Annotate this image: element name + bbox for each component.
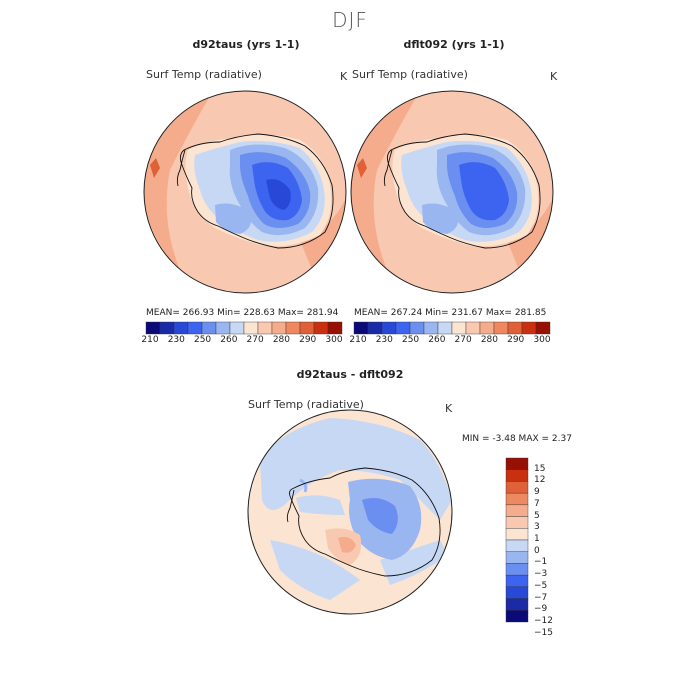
colorbar-swatch (505, 504, 529, 517)
colorbar-panel-1 (145, 321, 343, 335)
colorbar-tick-label: 280 (272, 335, 291, 345)
panel-1-title: d92taus (yrs 1-1) (192, 38, 300, 51)
map-panel-1 (144, 91, 346, 293)
colorbar-swatch (423, 321, 439, 335)
colorbar-tick-label: 230 (375, 335, 393, 345)
diff-panel-field: Surf Temp (radiative) (248, 398, 364, 411)
colorbar-swatch (505, 551, 529, 564)
colorbar-swatch (437, 321, 453, 335)
colorbar-tick-label: 300 (325, 335, 343, 345)
colorbar-swatch (187, 321, 203, 335)
colorbar-swatch (505, 539, 529, 552)
colorbar-tick-label: 12 (534, 475, 546, 486)
colorbar-tick-label: 9 (534, 487, 540, 498)
map-diff (248, 410, 452, 614)
diff-panel-stats: MIN = -3.48 MAX = 2.37 (462, 434, 572, 444)
colorbar-swatch (505, 469, 529, 482)
colorbar-swatch (451, 321, 467, 335)
panel-1-field: Surf Temp (radiative) (146, 68, 262, 81)
colorbar-swatch (505, 610, 529, 623)
colorbar-swatch (409, 321, 425, 335)
colorbar-tick-label: −3 (534, 569, 548, 580)
colorbar-tick-label: 230 (167, 335, 185, 345)
colorbar-swatch (505, 586, 529, 599)
colorbar-swatch (505, 574, 529, 588)
colorbar-swatch (395, 321, 411, 335)
map-panel-1-border (143, 90, 347, 294)
colorbar-swatch (505, 492, 529, 506)
colorbar-swatch (299, 321, 315, 335)
diff-panel-title: d92taus - dflt092 (296, 368, 404, 381)
colorbar-tick-label: −12 (534, 616, 553, 626)
colorbar-tick-label: 0 (534, 545, 540, 556)
colorbar-swatch (229, 321, 245, 335)
colorbar-swatch (507, 321, 523, 335)
colorbar-swatch (173, 321, 189, 335)
colorbar-swatch (367, 321, 383, 335)
colorbar-tick-label: 260 (428, 335, 446, 345)
colorbar-swatch (521, 321, 537, 335)
colorbar-tick-label: 280 (480, 335, 499, 345)
colorbar-tick-label: −1 (534, 557, 548, 568)
colorbar-tick-label: 210 (141, 335, 159, 345)
colorbar-tick-label: 7 (534, 498, 540, 509)
main-title: DJF (332, 8, 368, 32)
panel-1-unit: K (340, 70, 348, 83)
colorbar-swatch (313, 321, 329, 335)
colorbar-swatch (505, 563, 529, 576)
colorbar-swatch (505, 516, 529, 529)
colorbar-tick-label: −7 (534, 592, 548, 603)
map-panel-2-border (350, 90, 554, 294)
colorbar-swatch (215, 321, 231, 335)
colorbar-tick-label: 250 (193, 335, 212, 345)
colorbar-tick-label: −15 (534, 627, 553, 638)
panel-2-title: dflt092 (yrs 1-1) (403, 38, 505, 51)
colorbar-tick-label: 5 (534, 510, 540, 521)
panel-2-field: Surf Temp (radiative) (352, 68, 468, 81)
colorbar-swatch (353, 321, 369, 335)
map-panel-2 (351, 91, 553, 293)
colorbar-tick-label: −5 (534, 580, 548, 591)
colorbar-swatch (505, 598, 529, 611)
colorbar-tick-label: 260 (220, 335, 238, 345)
colorbar-diff (505, 457, 529, 623)
map-diff-border (247, 409, 453, 615)
diff-panel-unit: K (445, 402, 453, 415)
colorbar-swatch (493, 321, 509, 335)
panel-2-unit: K (550, 70, 558, 83)
colorbar-tick-label: 290 (507, 335, 525, 345)
colorbar-swatch (201, 321, 217, 335)
colorbar-swatch (243, 321, 259, 335)
panel-2-stats: MEAN= 267.24 Min= 231.67 Max= 281.85 (354, 308, 547, 318)
colorbar-swatch (257, 321, 273, 335)
colorbar-swatch (505, 481, 529, 494)
colorbar-tick-label: 270 (246, 335, 264, 345)
colorbar-swatch (505, 528, 529, 541)
colorbar-swatch (505, 457, 529, 470)
colorbar-panel-2 (353, 321, 551, 335)
colorbar-tick-label: 210 (349, 335, 367, 345)
colorbar-swatch (271, 321, 287, 335)
colorbar-swatch (285, 321, 301, 335)
colorbar-swatch (145, 321, 161, 335)
colorbar-tick-label: 15 (534, 463, 546, 474)
colorbar-swatch (327, 321, 343, 335)
colorbar-swatch (159, 321, 175, 335)
colorbar-tick-label: 290 (299, 335, 317, 345)
colorbar-swatch (465, 321, 481, 335)
colorbar-swatch (535, 321, 551, 335)
colorbar-swatch (381, 321, 397, 335)
colorbar-tick-label: 3 (534, 522, 540, 533)
colorbar-tick-label: −9 (534, 604, 548, 615)
panel-1-stats: MEAN= 266.93 Min= 228.63 Max= 281.94 (146, 308, 339, 318)
colorbar-swatch (479, 321, 495, 335)
colorbar-tick-label: 270 (454, 335, 472, 345)
colorbar-tick-label: 300 (533, 335, 551, 345)
colorbar-tick-label: 250 (401, 335, 420, 345)
colorbar-tick-label: 1 (534, 534, 540, 544)
